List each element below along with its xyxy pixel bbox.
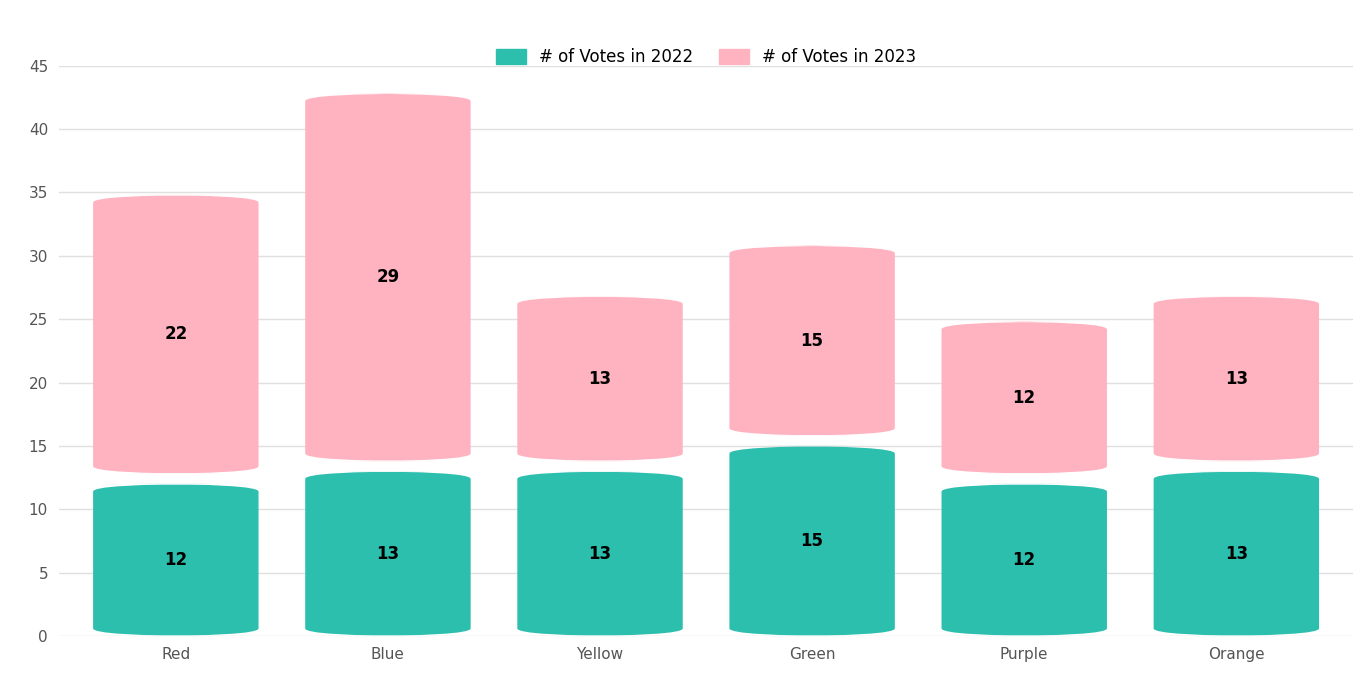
FancyBboxPatch shape [93,484,259,636]
FancyBboxPatch shape [1153,471,1319,636]
Text: 13: 13 [588,544,611,563]
FancyBboxPatch shape [941,321,1107,474]
FancyBboxPatch shape [305,94,471,461]
FancyBboxPatch shape [305,471,471,636]
Text: 12: 12 [1012,389,1036,407]
FancyBboxPatch shape [729,446,895,636]
Text: 12: 12 [1012,551,1036,569]
FancyBboxPatch shape [93,195,259,474]
Text: 29: 29 [376,268,399,287]
Text: 13: 13 [588,370,611,388]
FancyBboxPatch shape [729,246,895,436]
FancyBboxPatch shape [941,484,1107,636]
Text: 15: 15 [800,332,824,350]
Text: 13: 13 [376,544,399,563]
FancyBboxPatch shape [517,471,683,636]
Legend: # of Votes in 2022, # of Votes in 2023: # of Votes in 2022, # of Votes in 2023 [488,40,925,75]
Text: 13: 13 [1224,370,1248,388]
FancyBboxPatch shape [517,296,683,461]
Text: 15: 15 [800,532,824,550]
Text: 13: 13 [1224,544,1248,563]
FancyBboxPatch shape [1153,296,1319,461]
Text: 22: 22 [164,326,187,343]
Text: 12: 12 [164,551,187,569]
